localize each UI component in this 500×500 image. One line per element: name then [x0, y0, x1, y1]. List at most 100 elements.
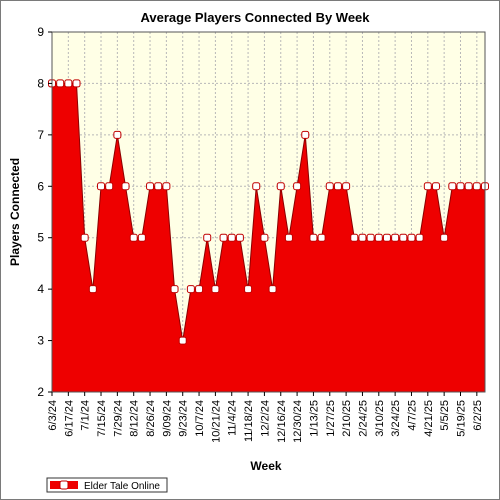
x-tick-label: 10/7/24	[194, 400, 206, 437]
plot-border	[51, 31, 486, 393]
x-tick-label: 7/15/24	[96, 400, 108, 437]
legend-label: Elder Tale Online	[84, 481, 160, 492]
data-point	[252, 182, 261, 191]
data-point	[137, 233, 146, 242]
data-point	[260, 233, 269, 242]
x-tick-label: 5/5/25	[439, 400, 451, 431]
data-point	[113, 130, 122, 139]
data-point	[227, 233, 236, 242]
data-point	[374, 233, 383, 242]
data-point	[440, 233, 449, 242]
data-point	[301, 130, 310, 139]
data-point	[464, 182, 473, 191]
y-tick-label: 3	[37, 334, 44, 348]
data-point	[235, 233, 244, 242]
x-tick-label: 1/27/25	[325, 400, 337, 437]
x-tick-label: 4/7/25	[406, 400, 418, 431]
data-point	[472, 182, 481, 191]
data-point	[88, 285, 97, 294]
data-point	[211, 285, 220, 294]
data-point	[244, 285, 253, 294]
x-tick-label: 9/23/24	[178, 400, 190, 437]
x-tick-label: 6/3/24	[47, 400, 59, 431]
data-point	[56, 79, 65, 88]
x-tick-label: 9/09/24	[161, 400, 173, 437]
data-point	[415, 233, 424, 242]
data-point	[358, 233, 367, 242]
data-point	[317, 233, 326, 242]
data-point	[366, 233, 375, 242]
data-point	[154, 182, 163, 191]
x-tick-label: 6/2/25	[472, 400, 484, 431]
legend-marker-icon	[59, 480, 69, 490]
data-point	[72, 79, 81, 88]
x-tick-labels: 6/3/24 6/17/24 7/1/24 7/15/24 7/29/24 8/12/24…	[47, 400, 484, 443]
data-point	[431, 182, 440, 191]
x-tick-label: 8/12/24	[129, 400, 141, 437]
data-point	[276, 182, 285, 191]
x-tick-label: 2/24/25	[357, 400, 369, 437]
x-tick-label: 8/26/24	[145, 400, 157, 437]
data-point	[80, 233, 89, 242]
data-point	[195, 285, 204, 294]
x-tick-label: 4/21/25	[423, 400, 435, 437]
data-point	[423, 182, 432, 191]
data-point	[382, 233, 391, 242]
axes	[48, 31, 486, 396]
y-tick-label: 8	[37, 76, 44, 90]
data-point	[219, 233, 228, 242]
data-point	[97, 182, 106, 191]
data-point	[309, 233, 318, 242]
data-point	[146, 182, 155, 191]
data-point	[284, 233, 293, 242]
data-point	[129, 233, 138, 242]
legend: Elder Tale Online	[46, 477, 168, 493]
data-point	[407, 233, 416, 242]
x-tick-label: 6/17/24	[63, 400, 75, 437]
x-tick-label: 11/18/24	[243, 400, 255, 442]
data-point	[333, 182, 342, 191]
x-tick-label: 1/13/25	[308, 400, 320, 437]
data-point	[342, 182, 351, 191]
y-tick-label: 7	[37, 128, 44, 142]
data-point	[121, 182, 130, 191]
y-tick-label: 4	[37, 282, 44, 296]
x-tick-label: 5/19/25	[455, 400, 467, 437]
x-tick-label: 10/21/24	[210, 400, 222, 443]
data-point	[162, 182, 171, 191]
data-point	[268, 285, 277, 294]
data-point	[456, 182, 465, 191]
x-tick-label: 7/1/24	[80, 400, 92, 431]
y-tick-label: 2	[37, 385, 44, 399]
y-tick-label: 9	[37, 25, 44, 39]
data-point	[170, 285, 179, 294]
x-tick-label: 2/10/25	[341, 400, 353, 437]
data-markers	[48, 79, 489, 345]
y-axis-title: Players Connected	[8, 158, 22, 266]
data-point	[391, 233, 400, 242]
data-point	[105, 182, 114, 191]
y-tick-label: 6	[37, 179, 44, 193]
series-area	[52, 83, 485, 392]
y-tick-label: 5	[37, 231, 44, 245]
x-tick-label: 11/4/24	[227, 400, 239, 436]
x-axis-title: Week	[250, 459, 281, 473]
data-point	[448, 182, 457, 191]
data-point	[293, 182, 302, 191]
x-tick-label: 12/2/24	[259, 400, 271, 437]
data-point	[350, 233, 359, 242]
x-tick-label: 3/24/25	[390, 400, 402, 437]
x-tick-label: 12/30/24	[292, 400, 304, 443]
data-point	[325, 182, 334, 191]
y-tick-labels: 2 3 4 5 6 7 8 9	[37, 25, 44, 399]
data-point	[178, 336, 187, 345]
data-point	[186, 285, 195, 294]
chart-title: Average Players Connected By Week	[140, 10, 370, 25]
x-tick-label: 12/16/24	[276, 400, 288, 443]
data-point	[399, 233, 408, 242]
x-tick-label: 3/10/25	[374, 400, 386, 437]
data-point	[203, 233, 212, 242]
data-point	[64, 79, 73, 88]
x-tick-label: 7/29/24	[112, 400, 124, 437]
